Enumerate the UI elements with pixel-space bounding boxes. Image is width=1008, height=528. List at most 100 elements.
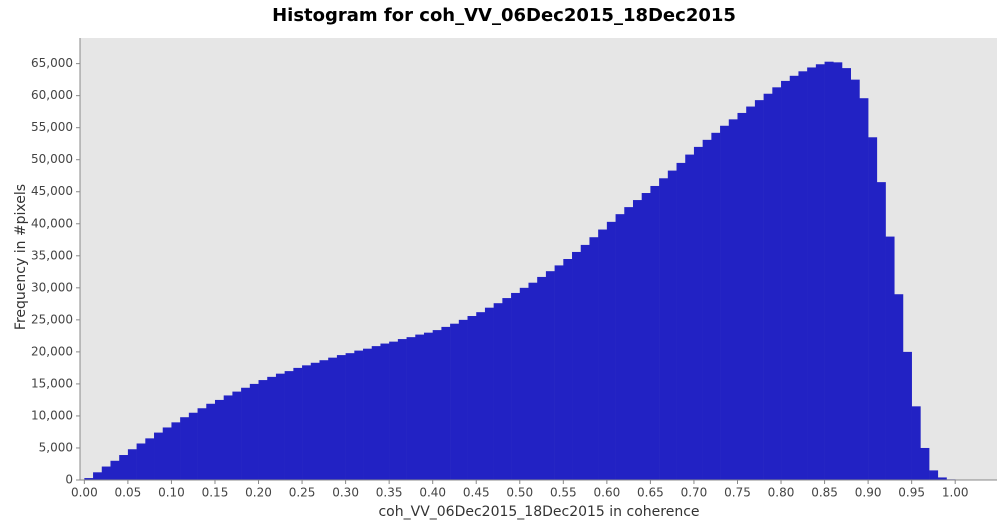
bar xyxy=(493,303,503,480)
bar xyxy=(162,427,172,480)
bar xyxy=(302,365,312,480)
bar xyxy=(258,380,268,480)
bar xyxy=(728,119,738,480)
bar xyxy=(423,332,433,480)
x-tick-label: 0.90 xyxy=(855,486,882,500)
bar xyxy=(110,460,120,480)
bar xyxy=(476,312,486,480)
bar xyxy=(519,287,529,480)
bar xyxy=(676,162,686,481)
bar xyxy=(528,282,538,480)
x-tick-label: 0.65 xyxy=(637,486,664,500)
bar xyxy=(807,67,817,480)
bar xyxy=(214,399,224,480)
bar xyxy=(937,477,947,480)
bar xyxy=(458,319,468,480)
bar xyxy=(345,353,355,480)
bar xyxy=(624,207,634,480)
bar xyxy=(737,112,747,481)
bar xyxy=(685,154,695,480)
bar xyxy=(127,449,137,480)
bar xyxy=(467,316,477,480)
bar xyxy=(650,185,660,480)
bar xyxy=(293,367,303,480)
x-tick-label: 0.25 xyxy=(289,486,316,500)
x-tick-label: 0.40 xyxy=(419,486,446,500)
y-tick-label: 35,000 xyxy=(31,248,73,262)
bar xyxy=(188,412,198,480)
bar xyxy=(641,193,651,480)
x-tick-label: 0.15 xyxy=(202,486,229,500)
bar xyxy=(876,182,886,480)
bar xyxy=(746,106,756,481)
y-tick-label: 30,000 xyxy=(31,280,73,294)
bar xyxy=(868,137,878,480)
bar xyxy=(815,64,825,481)
y-tick-label: 45,000 xyxy=(31,184,73,198)
y-tick-label: 15,000 xyxy=(31,376,73,390)
bar xyxy=(328,357,338,480)
bar xyxy=(511,292,521,480)
x-tick-label: 0.20 xyxy=(245,486,272,500)
y-tick-label: 55,000 xyxy=(31,120,73,134)
bar xyxy=(911,406,921,480)
bar xyxy=(885,236,895,480)
bar xyxy=(406,337,416,480)
bar xyxy=(389,341,399,480)
bar xyxy=(484,307,494,480)
bar xyxy=(154,432,164,480)
x-tick-label: 0.80 xyxy=(768,486,795,500)
bar xyxy=(441,326,451,480)
bar xyxy=(145,438,155,480)
bar xyxy=(545,271,555,480)
bar xyxy=(502,298,512,480)
y-tick-label: 50,000 xyxy=(31,152,73,166)
bar xyxy=(833,62,843,480)
bar xyxy=(693,146,703,480)
bar xyxy=(711,132,721,481)
bar xyxy=(580,244,590,480)
bar xyxy=(902,351,912,480)
bar xyxy=(310,362,320,480)
y-tick-label: 20,000 xyxy=(31,344,73,358)
bar xyxy=(572,251,582,480)
bar xyxy=(371,346,381,480)
bar xyxy=(606,221,616,480)
bar xyxy=(720,125,730,480)
y-tick-label: 60,000 xyxy=(31,88,73,102)
bar xyxy=(275,373,285,480)
bar xyxy=(859,98,869,481)
y-tick-label: 40,000 xyxy=(31,216,73,230)
bar xyxy=(84,478,94,480)
x-tick-label: 0.55 xyxy=(550,486,577,500)
bar xyxy=(598,229,608,480)
bar xyxy=(929,470,939,480)
bar xyxy=(702,139,712,480)
x-tick-label: 0.70 xyxy=(681,486,708,500)
bar xyxy=(841,68,851,481)
bar xyxy=(171,422,181,480)
bar xyxy=(798,71,808,480)
bar xyxy=(206,403,216,480)
bar xyxy=(336,355,346,480)
x-tick-label: 0.35 xyxy=(376,486,403,500)
bar xyxy=(284,371,294,480)
bar xyxy=(197,408,207,480)
bar xyxy=(920,447,930,480)
bar xyxy=(615,214,625,480)
bar xyxy=(267,376,277,480)
y-tick-label: 25,000 xyxy=(31,312,73,326)
bar xyxy=(136,443,146,480)
bar xyxy=(380,343,390,480)
bar xyxy=(554,265,564,480)
bar xyxy=(223,395,233,480)
bar xyxy=(632,200,642,481)
x-tick-label: 0.60 xyxy=(594,486,621,500)
bar xyxy=(781,80,791,481)
bar xyxy=(589,237,599,480)
bar xyxy=(93,472,103,480)
bar xyxy=(415,334,425,480)
bar xyxy=(119,455,129,480)
